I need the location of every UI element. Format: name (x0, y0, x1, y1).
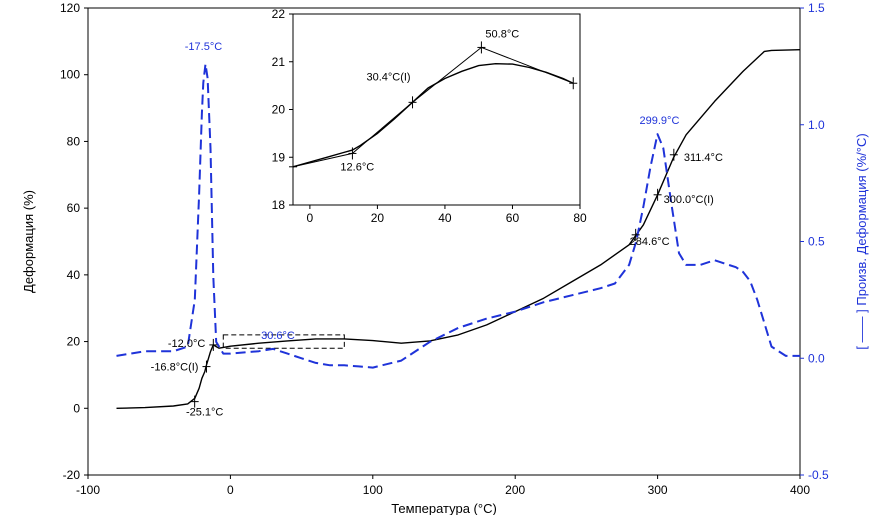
y-right-tick-label: 1.5 (808, 1, 825, 15)
x-tick-label: 100 (363, 483, 383, 497)
annotation-label: -25.1°C (186, 407, 223, 419)
inset-x-tick-label: 20 (371, 211, 385, 225)
y-right-axis-label: [ —— ] Произв. Деформация (%/°C) (854, 133, 869, 349)
inset-y-tick-label: 20 (272, 103, 286, 117)
y-left-tick-label: 120 (60, 1, 80, 15)
annotation-label: -17.5°C (185, 41, 222, 53)
y-right-tick-label: 1.0 (808, 118, 825, 132)
inset-annotation-label: 50.8°C (485, 28, 519, 40)
y-right-tick-label: -0.5 (808, 468, 829, 482)
annotation-label: 299.9°C (640, 115, 680, 127)
y-right-tick-label: 0.0 (808, 351, 825, 365)
annotation-label: 284.6°C (630, 236, 670, 248)
x-tick-label: 200 (505, 483, 525, 497)
annotation-label: 311.4°C (684, 152, 723, 164)
inset-x-tick-label: 0 (307, 211, 314, 225)
deformation-series-line (116, 49, 801, 409)
inset-annotation-label: 30.4°C(I) (366, 71, 410, 83)
inset-plot-area: 0 20 40 60 80 18 19 20 21 22 50.8°C 30.4°C(I) 12.6°C (272, 7, 587, 225)
derivative-series-line (116, 63, 800, 369)
x-tick-label: 0 (227, 483, 234, 497)
inset-deformation-line (292, 62, 574, 168)
y-right-tick-label: 0.5 (808, 235, 825, 249)
inset-x-tick-label: 80 (573, 211, 587, 225)
x-tick-label: 400 (790, 483, 810, 497)
inset-x-tick-label: 60 (506, 211, 520, 225)
y-left-tick-label: 0 (73, 401, 80, 415)
inset-frame (292, 13, 581, 206)
inset-annotation-label: 12.6°C (340, 161, 374, 173)
inset-y-tick-label: 22 (272, 7, 286, 21)
inset-x-tick-label: 40 (438, 211, 452, 225)
x-tick-label: 300 (648, 483, 668, 497)
y-left-tick-label: 80 (67, 134, 81, 148)
y-left-tick-label: 20 (67, 335, 81, 349)
inset-y-tick-label: 21 (272, 55, 286, 69)
y-left-axis-label: Деформация (%) (21, 190, 36, 293)
annotation-label: -16.8°C(I) (151, 362, 199, 374)
zoom-region-box (222, 334, 345, 349)
y-left-tick-label: 40 (67, 268, 81, 282)
y-left-tick-label: 60 (67, 201, 81, 215)
annotation-label: 30.6°C (261, 330, 295, 342)
y-left-tick-label: 100 (60, 68, 80, 82)
inset-y-tick-label: 18 (272, 198, 286, 212)
y-left-tick-label: -20 (63, 468, 81, 482)
annotation-label: -12.0°C (168, 338, 205, 350)
annotation-label: 300.0°C(I) (664, 194, 714, 206)
x-tick-label: -100 (76, 483, 100, 497)
inset-y-tick-label: 19 (272, 150, 286, 164)
main-plot-area: -100 0 100 200 300 400-20020406080100120-0.50… (21, 1, 869, 515)
x-axis-label: Температура (°C) (391, 501, 497, 515)
